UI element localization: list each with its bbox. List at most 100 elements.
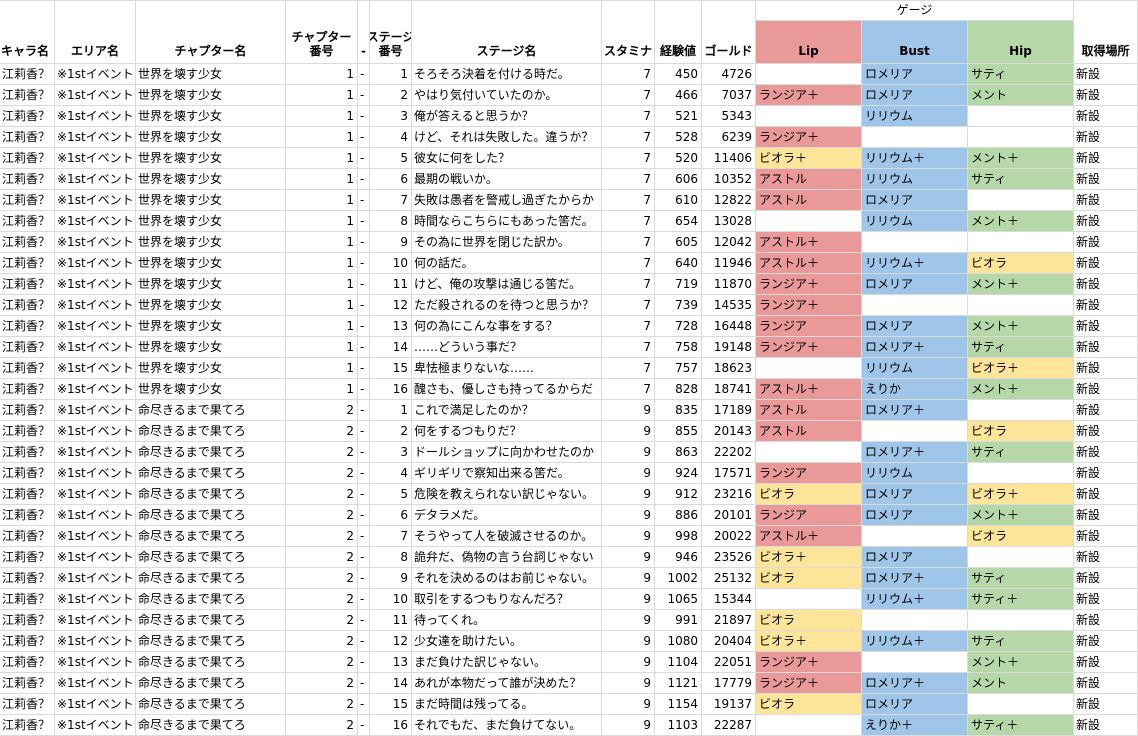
- cell-exp[interactable]: 1080: [655, 631, 702, 652]
- cell-bust[interactable]: リリウム: [862, 211, 968, 232]
- cell-stamina[interactable]: 7: [602, 148, 655, 169]
- cell-chapter[interactable]: 世界を壊す少女: [136, 64, 286, 85]
- cell-acquire[interactable]: 新設: [1074, 673, 1138, 694]
- cell-gold[interactable]: 12822: [702, 190, 756, 211]
- cell-stamina[interactable]: 7: [602, 253, 655, 274]
- cell-chapter-no[interactable]: 1: [286, 211, 358, 232]
- cell-area[interactable]: ※1stイベント: [55, 274, 136, 295]
- cell-chara[interactable]: 江莉香？: [0, 463, 55, 484]
- cell-hip[interactable]: ビオラ: [968, 253, 1074, 274]
- cell-hip[interactable]: [968, 127, 1074, 148]
- cell-chara[interactable]: 江莉香？: [0, 484, 55, 505]
- cell-dash[interactable]: -: [358, 652, 370, 673]
- cell-stage-name[interactable]: 何の為にこんな事をする？: [412, 316, 602, 337]
- cell-chara[interactable]: 江莉香？: [0, 148, 55, 169]
- cell-exp[interactable]: 828: [655, 379, 702, 400]
- cell-area[interactable]: ※1stイベント: [55, 358, 136, 379]
- cell-hip[interactable]: メント: [968, 673, 1074, 694]
- cell-exp[interactable]: 728: [655, 316, 702, 337]
- cell-chapter[interactable]: 世界を壊す少女: [136, 148, 286, 169]
- cell-stamina[interactable]: 7: [602, 127, 655, 148]
- cell-hip[interactable]: [968, 610, 1074, 631]
- cell-bust[interactable]: [862, 127, 968, 148]
- cell-gold[interactable]: 22287: [702, 715, 756, 736]
- cell-bust[interactable]: ロメリア＋: [862, 673, 968, 694]
- cell-chara[interactable]: 江莉香？: [0, 442, 55, 463]
- cell-acquire[interactable]: 新設: [1074, 148, 1138, 169]
- cell-chapter-no[interactable]: 1: [286, 358, 358, 379]
- cell-chapter[interactable]: 命尽きるまで果てろ: [136, 400, 286, 421]
- cell-area[interactable]: ※1stイベント: [55, 463, 136, 484]
- cell-stage-name[interactable]: これで満足したのか？: [412, 400, 602, 421]
- cell-lip[interactable]: アストル＋: [756, 232, 862, 253]
- cell-hip[interactable]: サティ: [968, 337, 1074, 358]
- cell-chapter[interactable]: 命尽きるまで果てろ: [136, 526, 286, 547]
- cell-chapter[interactable]: 命尽きるまで果てろ: [136, 631, 286, 652]
- cell-area[interactable]: ※1stイベント: [55, 85, 136, 106]
- cell-chara[interactable]: 江莉香？: [0, 85, 55, 106]
- cell-stage-name[interactable]: 取引をするつもりなんだろ？: [412, 589, 602, 610]
- cell-stage-name[interactable]: まだ負けた訳じゃない。: [412, 652, 602, 673]
- cell-hip[interactable]: [968, 400, 1074, 421]
- header-gold[interactable]: ゴールド: [702, 0, 756, 64]
- cell-stage-no[interactable]: 6: [370, 505, 412, 526]
- cell-gold[interactable]: 15344: [702, 589, 756, 610]
- cell-exp[interactable]: 998: [655, 526, 702, 547]
- cell-stamina[interactable]: 9: [602, 589, 655, 610]
- cell-bust[interactable]: リリウム: [862, 358, 968, 379]
- cell-chapter[interactable]: 世界を壊す少女: [136, 232, 286, 253]
- cell-chapter[interactable]: 世界を壊す少女: [136, 316, 286, 337]
- header-chara[interactable]: キャラ名: [0, 0, 55, 64]
- cell-stamina[interactable]: 9: [602, 715, 655, 736]
- cell-lip[interactable]: ビオラ: [756, 568, 862, 589]
- cell-acquire[interactable]: 新設: [1074, 484, 1138, 505]
- header-stamina[interactable]: スタミナ: [602, 0, 655, 64]
- cell-lip[interactable]: ランジア＋: [756, 85, 862, 106]
- cell-chapter-no[interactable]: 2: [286, 715, 358, 736]
- cell-lip[interactable]: ランジア: [756, 505, 862, 526]
- cell-lip[interactable]: ビオラ＋: [756, 547, 862, 568]
- cell-area[interactable]: ※1stイベント: [55, 631, 136, 652]
- cell-dash[interactable]: -: [358, 568, 370, 589]
- cell-acquire[interactable]: 新設: [1074, 715, 1138, 736]
- cell-hip[interactable]: ビオラ＋: [968, 358, 1074, 379]
- cell-stage-name[interactable]: 何をするつもりだ？: [412, 421, 602, 442]
- cell-hip[interactable]: サティ: [968, 442, 1074, 463]
- cell-bust[interactable]: リリウム＋: [862, 589, 968, 610]
- cell-hip[interactable]: ビオラ: [968, 421, 1074, 442]
- cell-hip[interactable]: メント＋: [968, 652, 1074, 673]
- cell-area[interactable]: ※1stイベント: [55, 295, 136, 316]
- cell-chapter[interactable]: 命尽きるまで果てろ: [136, 589, 286, 610]
- cell-chapter[interactable]: 世界を壊す少女: [136, 358, 286, 379]
- cell-lip[interactable]: アストル: [756, 190, 862, 211]
- cell-stage-name[interactable]: やはり気付いていたのか。: [412, 85, 602, 106]
- cell-gold[interactable]: 19148: [702, 337, 756, 358]
- cell-gold[interactable]: 17571: [702, 463, 756, 484]
- cell-exp[interactable]: 520: [655, 148, 702, 169]
- cell-lip[interactable]: [756, 106, 862, 127]
- cell-bust[interactable]: ロメリア: [862, 274, 968, 295]
- cell-stage-no[interactable]: 3: [370, 442, 412, 463]
- cell-stage-no[interactable]: 9: [370, 568, 412, 589]
- cell-chapter[interactable]: 命尽きるまで果てろ: [136, 568, 286, 589]
- cell-chara[interactable]: 江莉香？: [0, 652, 55, 673]
- cell-gold[interactable]: 11946: [702, 253, 756, 274]
- cell-stage-name[interactable]: 時間ならこちらにもあった筈だ。: [412, 211, 602, 232]
- cell-acquire[interactable]: 新設: [1074, 211, 1138, 232]
- cell-chapter-no[interactable]: 2: [286, 694, 358, 715]
- cell-area[interactable]: ※1stイベント: [55, 526, 136, 547]
- cell-chapter-no[interactable]: 2: [286, 589, 358, 610]
- cell-stage-no[interactable]: 11: [370, 274, 412, 295]
- cell-stamina[interactable]: 9: [602, 631, 655, 652]
- cell-chapter-no[interactable]: 2: [286, 568, 358, 589]
- cell-stage-no[interactable]: 14: [370, 337, 412, 358]
- cell-chapter-no[interactable]: 1: [286, 253, 358, 274]
- cell-gold[interactable]: 13028: [702, 211, 756, 232]
- cell-chara[interactable]: 江莉香？: [0, 232, 55, 253]
- cell-stage-name[interactable]: 醜さも、優しさも持ってるからだ: [412, 379, 602, 400]
- cell-chapter-no[interactable]: 2: [286, 526, 358, 547]
- cell-chara[interactable]: 江莉香？: [0, 295, 55, 316]
- cell-gold[interactable]: 10352: [702, 169, 756, 190]
- cell-chapter-no[interactable]: 1: [286, 274, 358, 295]
- cell-stamina[interactable]: 9: [602, 694, 655, 715]
